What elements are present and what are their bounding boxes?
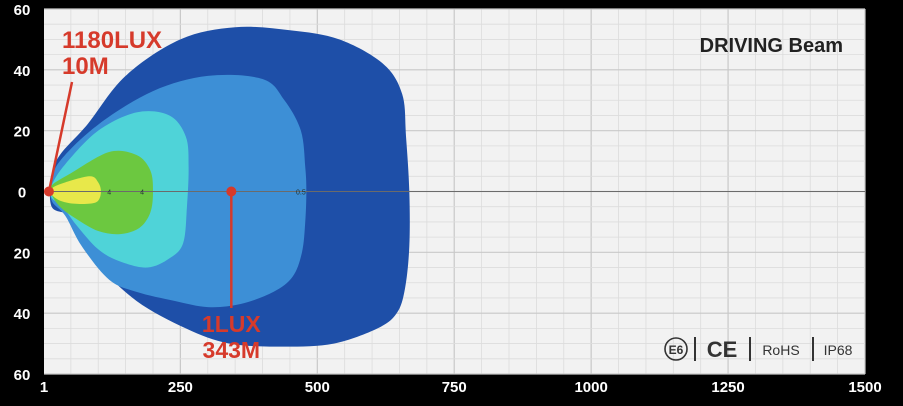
y-tick-label: 0 (18, 185, 26, 202)
annotation-1lux-label: 1LUX (202, 311, 261, 337)
x-tick-label: 750 (442, 379, 467, 396)
badge-divider (749, 337, 751, 361)
y-tick-label: 60 (14, 2, 31, 19)
y-tick-label: 40 (14, 63, 31, 80)
annotation-point (43, 186, 54, 197)
y-tick-label: 20 (14, 245, 31, 262)
e-mark-icon (664, 337, 688, 361)
x-tick-labels: 1 250 500 750 1000 1250 1500 (40, 379, 882, 396)
y-tick-label: 40 (14, 306, 31, 323)
badge-divider (694, 337, 696, 361)
contour-mark-label: 0.5 (296, 190, 306, 197)
x-tick-label: 1250 (711, 379, 744, 396)
badge-divider (812, 337, 814, 361)
x-tick-label: 1000 (574, 379, 607, 396)
zone-yellow (50, 176, 101, 205)
y-tick-labels: 60 40 20 0 20 40 60 (14, 2, 31, 384)
annotation-point (226, 186, 237, 197)
annotation-1180lux-label: 1180LUX (62, 27, 162, 54)
contour-mark-label: 4 (107, 190, 111, 197)
ce-mark: CE (707, 337, 738, 362)
x-tick-label: 1 (40, 379, 48, 396)
rohs-mark: RoHS (762, 342, 799, 358)
chart-title: DRIVING Beam (700, 35, 843, 57)
y-tick-label: 20 (14, 124, 31, 141)
annotation-10m-label: 10M (62, 53, 109, 80)
ip-rating: IP68 (824, 342, 853, 358)
x-tick-label: 500 (305, 379, 330, 396)
annotation-343m-label: 343M (203, 337, 261, 363)
annotation-leader-line (47, 81, 74, 192)
x-tick-label: 1500 (848, 379, 881, 396)
e-mark-label: E6 (669, 343, 684, 357)
contour-mark-label: 4 (140, 190, 144, 197)
x-tick-label: 250 (168, 379, 193, 396)
y-tick-label: 60 (14, 367, 31, 384)
zone-green (49, 150, 153, 235)
certification-badges: E6 CE RoHS IP68 (664, 337, 853, 362)
